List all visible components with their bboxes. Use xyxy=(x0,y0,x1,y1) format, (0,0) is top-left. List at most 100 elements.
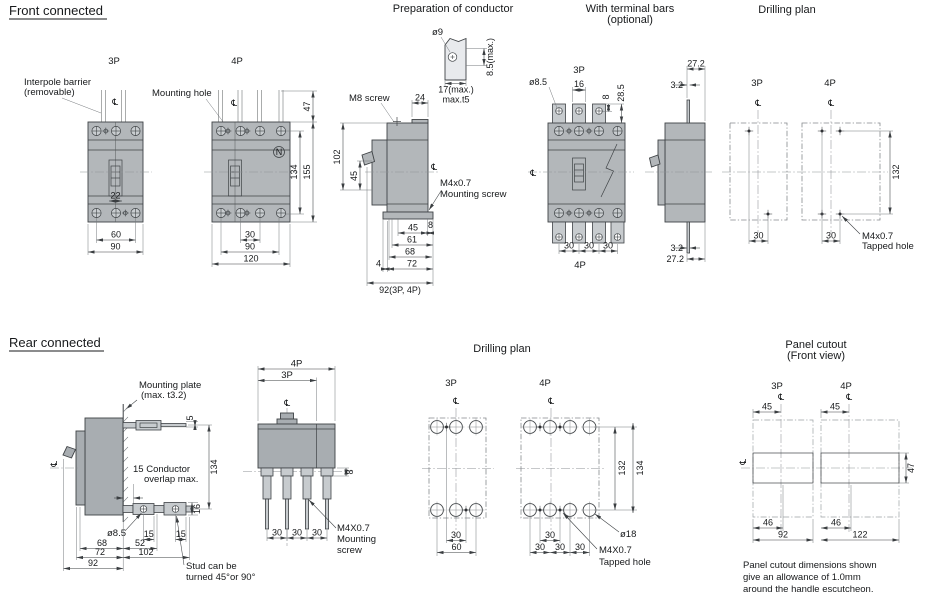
m4-label2: Mounting screw xyxy=(440,189,507,200)
dim-8: 8 xyxy=(601,94,611,99)
dim-72: 72 xyxy=(407,259,417,269)
dim-102: 102 xyxy=(138,547,153,557)
drilling-bottom-4p: 4P ℄ 30 30 30 30 132 134 ø18 M4X0.7 xyxy=(516,378,651,568)
interpole-barriers xyxy=(218,90,284,122)
bottom-stud xyxy=(122,502,194,516)
centerline-icon: ℄ xyxy=(777,393,785,403)
centerline-icon: ℄ xyxy=(283,399,291,409)
dim-60: 60 xyxy=(451,542,461,552)
centerline-icon: ℄ xyxy=(529,169,537,179)
drilling-top-3p: 3P ℄ 30 xyxy=(722,78,795,244)
dim-30: 30 xyxy=(753,231,763,241)
terminal-bars-title2: (optional) xyxy=(607,14,653,26)
dim-30a: 30 xyxy=(535,542,545,552)
mounting-plate-label2: (max. t3.2) xyxy=(141,390,186,401)
drilling-plan-bottom-title: Drilling plan xyxy=(473,343,530,355)
dim-hole-d9: ø9 xyxy=(432,27,443,38)
handle xyxy=(361,150,376,166)
pole-label-3p: 3P xyxy=(445,378,457,389)
handle-base xyxy=(276,418,298,425)
body xyxy=(386,122,429,213)
top-stud xyxy=(122,420,187,431)
m4-mounting-label3: screw xyxy=(337,545,362,556)
panel-cutout-note: Panel cutout dimensions shown give an al… xyxy=(743,560,877,595)
body-lines xyxy=(212,139,290,205)
dim-120: 120 xyxy=(243,254,258,264)
dim-102: 102 xyxy=(332,149,342,164)
pole-label-4p: 4P xyxy=(824,78,836,89)
m8-screw-mark xyxy=(393,117,401,126)
front-connected-title: Front connected xyxy=(9,3,103,18)
dim-30a: 30 xyxy=(272,528,282,538)
breaker-outline xyxy=(801,122,881,221)
dim-30b: 30 xyxy=(292,528,302,538)
cover xyxy=(657,139,666,206)
dim-72: 72 xyxy=(95,547,105,557)
overlap-label2: overlap max. xyxy=(144,474,198,485)
front-side-view: M8 screw 24 102 45 ℄ M4x0.7 M xyxy=(332,93,507,296)
front-connected-section: Front connected 3P Interpole barrier (re… xyxy=(9,3,507,295)
dim-4: 4 xyxy=(376,259,381,269)
mounting-hole-mark xyxy=(744,126,754,136)
tapped-hole-label2: Tapped hole xyxy=(599,557,651,568)
dim-hole-18: ø18 xyxy=(620,529,636,540)
dim-30a: 30 xyxy=(564,241,574,251)
centerline-icon: ℄ xyxy=(230,99,238,109)
dim-28-5: 28.5 xyxy=(616,84,626,102)
dim-3p: 3P xyxy=(281,370,293,381)
dim-4p: 4P xyxy=(291,359,303,370)
dim-30b: 30 xyxy=(555,542,565,552)
dim-92: 92(3P, 4P) xyxy=(379,285,421,295)
handle xyxy=(62,445,77,459)
centerline-icon: ℄ xyxy=(739,458,749,466)
dim-92: 92 xyxy=(88,558,98,568)
panel-cutout-4p: 4P ℄ 45 46 122 47 xyxy=(820,381,916,543)
dim-17-max: 17(max.) xyxy=(438,85,474,95)
rear-studs xyxy=(260,467,334,530)
dim-60: 60 xyxy=(111,230,121,240)
stud-note: Stud can be xyxy=(186,561,237,572)
dim-132: 132 xyxy=(891,164,901,179)
terminal-screws-top xyxy=(91,126,141,136)
pole-label-4p: 4P xyxy=(574,260,586,271)
centerline-icon: ℄ xyxy=(547,397,555,407)
centerline-icon: ℄ xyxy=(430,163,438,173)
centerline-icon: ℄ xyxy=(754,99,762,109)
dim-46: 46 xyxy=(831,518,841,528)
dim-27-2-top: 27.2 xyxy=(687,59,705,69)
breaker-body xyxy=(84,417,124,516)
breaker-outline xyxy=(820,419,900,518)
drilling-plan-top-title: Drilling plan xyxy=(758,4,815,16)
dim-134: 134 xyxy=(635,460,645,475)
dim-30c: 30 xyxy=(575,542,585,552)
panel-cutout-title: Panel cutout xyxy=(785,339,846,351)
drilling-plan-top-section: Drilling plan 3P ℄ 30 4P ℄ 30 132 xyxy=(722,4,914,252)
terminal-bars-section: With terminal bars (optional) 3P 16 ø8.5… xyxy=(528,3,712,271)
centerline-icon: ℄ xyxy=(50,460,60,468)
panel-cutout-section: Panel cutout (Front view) ℄ 3P ℄ 45 46 9… xyxy=(739,339,916,595)
note-line1: Panel cutout dimensions shown xyxy=(743,560,877,571)
tapped-hole-label: M4X0.7 xyxy=(599,545,632,556)
dim-8-5-max: 8.5(max.) xyxy=(485,38,495,76)
conductor-title: Preparation of conductor xyxy=(393,3,514,15)
dim-47: 47 xyxy=(906,463,916,473)
dim-15b: 15 xyxy=(176,529,186,539)
terminal-screws-bottom xyxy=(91,208,141,218)
terminal-bars-front-view: 3P 16 ø8.5 8 28.5 ℄ xyxy=(528,65,634,271)
stud-hole-label: ø8.5 xyxy=(107,528,126,539)
rear-back-view: 4P 3P ℄ 8 30 30 30 xyxy=(243,359,376,556)
panel-cutout-3p: 3P ℄ 45 46 92 xyxy=(752,381,814,543)
pole-label-4p: 4P xyxy=(840,381,852,392)
dim-30: 30 xyxy=(451,530,461,540)
m4-mounting-label: M4X0.7 xyxy=(337,523,370,534)
dim-16: 16 xyxy=(192,504,202,514)
body xyxy=(664,122,706,223)
m8-screw-label: M8 screw xyxy=(349,93,390,104)
terminal-bars-side-view: 27.2 3.2 3.2 27.2 xyxy=(645,59,712,264)
dim-30: 30 xyxy=(826,231,836,241)
rear-connected-title: Rear connected xyxy=(9,335,101,350)
interpole-barrier-label2: (removable) xyxy=(24,87,75,98)
dim-5: 5 xyxy=(185,415,195,420)
dim-47: 47 xyxy=(302,101,312,111)
dim-45-handle: 45 xyxy=(349,171,359,181)
